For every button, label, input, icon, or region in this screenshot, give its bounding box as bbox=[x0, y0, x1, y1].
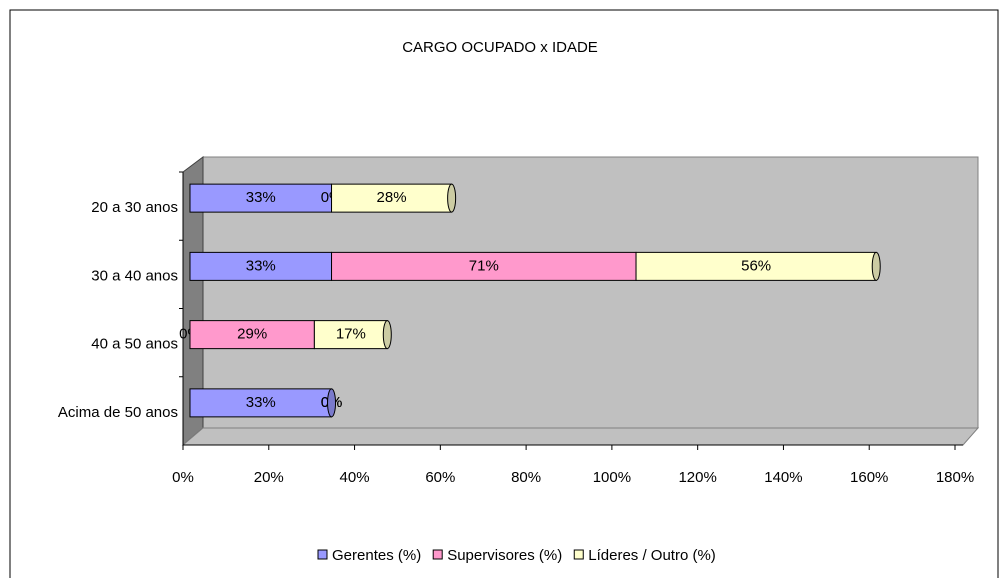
legend-swatch bbox=[573, 549, 584, 560]
y-tick-label: 40 a 50 anos bbox=[91, 336, 178, 353]
y-tick-label: 30 a 40 anos bbox=[91, 267, 178, 284]
value-label: 28% bbox=[377, 189, 407, 206]
chart-title: CARGO OCUPADO x IDADE bbox=[402, 39, 598, 56]
bar-segment bbox=[189, 183, 333, 213]
value-label: 33% bbox=[246, 394, 276, 411]
bar-segment bbox=[189, 251, 333, 281]
value-label: 56% bbox=[741, 257, 771, 274]
x-tick-label: 60% bbox=[425, 469, 455, 486]
legend-label: Líderes / Outro (%) bbox=[588, 547, 716, 564]
value-label: 29% bbox=[237, 326, 267, 343]
x-tick-label: 0% bbox=[172, 469, 194, 486]
bar-cap bbox=[871, 251, 881, 281]
value-label: 17% bbox=[336, 326, 366, 343]
bar-segment bbox=[313, 320, 388, 350]
y-tick-label: 20 a 30 anos bbox=[91, 199, 178, 216]
bar-segment bbox=[331, 251, 637, 281]
y-tick-label: Acima de 50 anos bbox=[58, 404, 178, 421]
x-tick-label: 100% bbox=[593, 469, 631, 486]
x-tick-label: 20% bbox=[254, 469, 284, 486]
bar-cap bbox=[382, 320, 392, 350]
bar-cap bbox=[447, 183, 457, 213]
value-label: 33% bbox=[246, 257, 276, 274]
x-tick-label: 120% bbox=[678, 469, 716, 486]
legend-label: Supervisores (%) bbox=[447, 547, 562, 564]
x-tick-label: 40% bbox=[340, 469, 370, 486]
x-tick-label: 160% bbox=[850, 469, 888, 486]
x-tick-label: 180% bbox=[936, 469, 974, 486]
bar-segment bbox=[331, 183, 453, 213]
bar-cap bbox=[327, 388, 337, 418]
legend-swatch bbox=[317, 549, 328, 560]
x-tick-label: 140% bbox=[764, 469, 802, 486]
legend-label: Gerentes (%) bbox=[332, 547, 421, 564]
floor bbox=[181, 427, 980, 446]
value-label: 33% bbox=[246, 189, 276, 206]
bar-segment bbox=[189, 388, 333, 418]
bar-segment bbox=[189, 320, 315, 350]
value-label: 71% bbox=[469, 257, 499, 274]
legend-swatch bbox=[432, 549, 443, 560]
x-tick-label: 80% bbox=[511, 469, 541, 486]
